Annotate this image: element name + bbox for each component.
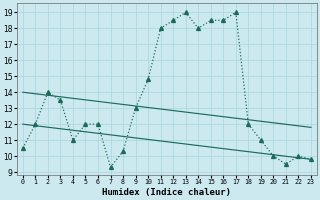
X-axis label: Humidex (Indice chaleur): Humidex (Indice chaleur) xyxy=(102,188,231,197)
